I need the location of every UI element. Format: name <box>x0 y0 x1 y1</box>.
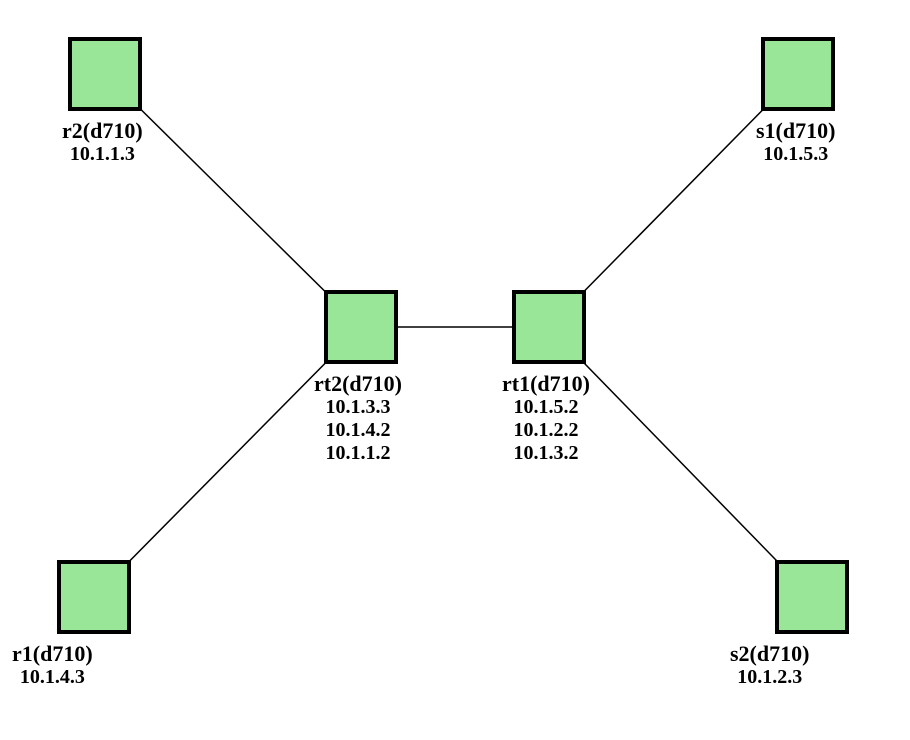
node-r1 <box>57 560 131 634</box>
node-ip: 10.1.3.2 <box>502 442 590 465</box>
node-title: r1(d710) <box>12 641 93 666</box>
node-rt2 <box>324 290 398 364</box>
node-ip: 10.1.2.3 <box>730 666 809 689</box>
node-ip: 10.1.5.3 <box>756 143 835 166</box>
node-s1 <box>761 37 835 111</box>
edge-r2-rt2 <box>105 74 361 327</box>
node-ip: 10.1.1.3 <box>62 143 143 166</box>
node-ip: 10.1.4.3 <box>12 666 93 689</box>
network-diagram: r2(d710)10.1.1.3 s1(d710)10.1.5.3 rt2(d710… <box>0 0 910 740</box>
node-label-r1: r1(d710)10.1.4.3 <box>12 641 93 689</box>
node-rt1 <box>512 290 586 364</box>
node-label-s1: s1(d710)10.1.5.3 <box>756 118 835 166</box>
node-ip: 10.1.4.2 <box>314 419 402 442</box>
node-label-s2: s2(d710)10.1.2.3 <box>730 641 809 689</box>
node-s2 <box>775 560 849 634</box>
node-ip: 10.1.1.2 <box>314 442 402 465</box>
node-title: r2(d710) <box>62 118 143 143</box>
node-ip: 10.1.2.2 <box>502 419 590 442</box>
node-title: s1(d710) <box>756 118 835 143</box>
node-title: s2(d710) <box>730 641 809 666</box>
node-title: rt2(d710) <box>314 371 402 396</box>
node-label-rt1: rt1(d710)10.1.5.210.1.2.210.1.3.2 <box>502 371 590 465</box>
node-label-r2: r2(d710)10.1.1.3 <box>62 118 143 166</box>
edge-rt1-s1 <box>549 74 798 327</box>
edges-layer <box>0 0 910 740</box>
node-ip: 10.1.5.2 <box>502 396 590 419</box>
node-label-rt2: rt2(d710)10.1.3.310.1.4.210.1.1.2 <box>314 371 402 465</box>
node-title: rt1(d710) <box>502 371 590 396</box>
node-ip: 10.1.3.3 <box>314 396 402 419</box>
node-r2 <box>68 37 142 111</box>
